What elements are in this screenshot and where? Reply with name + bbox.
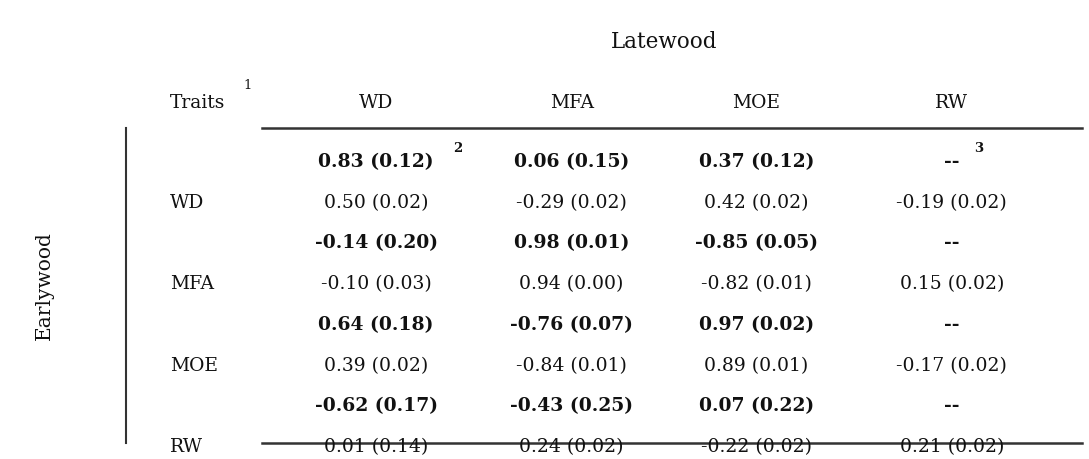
Text: -0.84 (0.01): -0.84 (0.01)	[516, 357, 627, 375]
Text: Traits: Traits	[170, 94, 225, 112]
Text: 0.06 (0.15): 0.06 (0.15)	[514, 153, 629, 171]
Text: -0.82 (0.01): -0.82 (0.01)	[701, 275, 811, 293]
Text: 0.21 (0.02): 0.21 (0.02)	[900, 438, 1004, 456]
Text: -0.14 (0.20): -0.14 (0.20)	[315, 235, 438, 252]
Text: 0.98 (0.01): 0.98 (0.01)	[514, 235, 629, 252]
Text: 0.01 (0.14): 0.01 (0.14)	[325, 438, 428, 456]
Text: MOE: MOE	[170, 357, 218, 375]
Text: 0.42 (0.02): 0.42 (0.02)	[705, 194, 808, 212]
Text: Earlywood: Earlywood	[35, 231, 54, 340]
Text: 0.07 (0.22): 0.07 (0.22)	[699, 397, 813, 415]
Text: 0.37 (0.12): 0.37 (0.12)	[699, 153, 813, 171]
Text: 0.64 (0.18): 0.64 (0.18)	[318, 316, 433, 334]
Text: 0.24 (0.02): 0.24 (0.02)	[519, 438, 624, 456]
Text: --: --	[944, 153, 959, 171]
Text: 0.94 (0.00): 0.94 (0.00)	[519, 275, 624, 293]
Text: --: --	[944, 397, 959, 415]
Text: --: --	[944, 235, 959, 252]
Text: 2: 2	[453, 142, 462, 155]
Text: 0.89 (0.01): 0.89 (0.01)	[705, 357, 808, 375]
Text: -0.17 (0.02): -0.17 (0.02)	[896, 357, 1007, 375]
Text: RW: RW	[170, 438, 203, 456]
Text: MFA: MFA	[550, 94, 594, 112]
Text: WD: WD	[359, 94, 393, 112]
Text: 0.39 (0.02): 0.39 (0.02)	[325, 357, 428, 375]
Text: -0.10 (0.03): -0.10 (0.03)	[321, 275, 431, 293]
Text: -0.22 (0.02): -0.22 (0.02)	[701, 438, 811, 456]
Text: -0.19 (0.02): -0.19 (0.02)	[896, 194, 1007, 212]
Text: 0.50 (0.02): 0.50 (0.02)	[323, 194, 428, 212]
Text: -0.76 (0.07): -0.76 (0.07)	[511, 316, 633, 334]
Text: 3: 3	[975, 142, 983, 155]
Text: -0.43 (0.25): -0.43 (0.25)	[510, 397, 633, 415]
Text: RW: RW	[935, 94, 968, 112]
Text: 0.15 (0.02): 0.15 (0.02)	[900, 275, 1004, 293]
Text: --: --	[944, 316, 959, 334]
Text: WD: WD	[170, 194, 204, 212]
Text: 1: 1	[244, 78, 252, 92]
Text: 0.97 (0.02): 0.97 (0.02)	[699, 316, 813, 334]
Text: MOE: MOE	[732, 94, 781, 112]
Text: 0.83 (0.12): 0.83 (0.12)	[318, 153, 433, 171]
Text: Latewood: Latewood	[611, 31, 718, 53]
Text: -0.62 (0.17): -0.62 (0.17)	[315, 397, 438, 415]
Text: MFA: MFA	[170, 275, 213, 293]
Text: -0.85 (0.05): -0.85 (0.05)	[695, 235, 818, 252]
Text: -0.29 (0.02): -0.29 (0.02)	[516, 194, 627, 212]
